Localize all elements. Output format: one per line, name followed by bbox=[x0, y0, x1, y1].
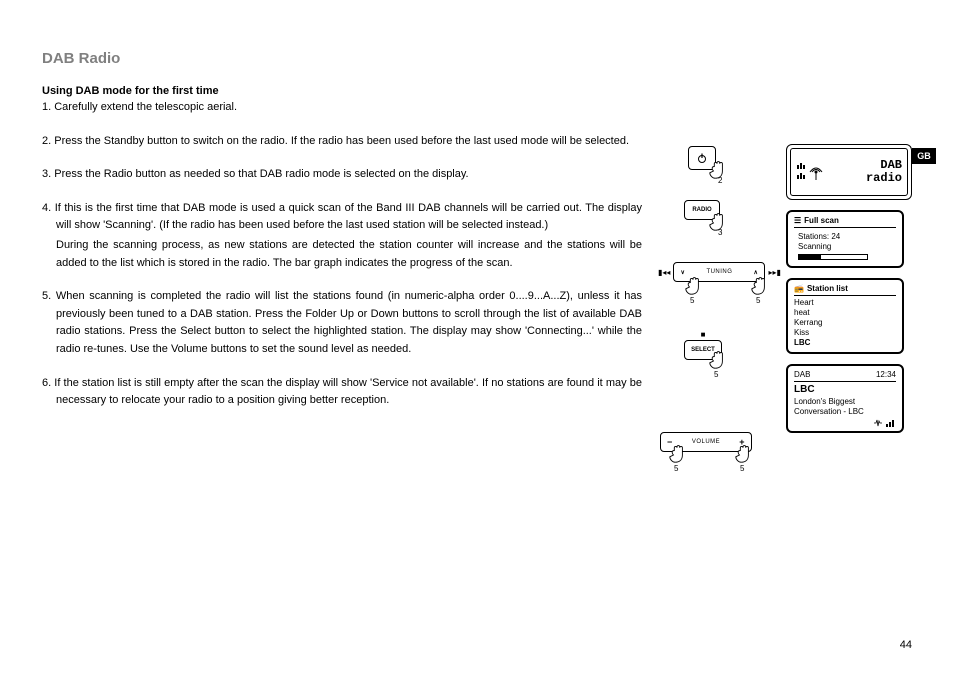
step-number: 5 bbox=[714, 370, 718, 379]
screen-nowplaying: DAB 12:34 LBC London's Biggest Conversat… bbox=[786, 364, 904, 433]
hand-icon bbox=[730, 442, 760, 472]
fullscan-scanning: Scanning bbox=[798, 242, 892, 252]
screen-fullscan: ☰Full scan Stations: 24 Scanning bbox=[786, 210, 904, 268]
fullscan-title: Full scan bbox=[804, 216, 839, 226]
screens-column: DAB radio ☰Full scan Stations: 24 Scanni… bbox=[786, 144, 912, 443]
figure-radio: RADIO 3 bbox=[684, 200, 720, 220]
nowplaying-time: 12:34 bbox=[876, 370, 896, 380]
step-number: 3 bbox=[718, 228, 722, 237]
rewind-icon: ▮◂◂ bbox=[658, 268, 670, 277]
menu-icon: ☰ bbox=[794, 216, 801, 226]
list-icon: 📻 bbox=[794, 284, 804, 294]
fullscan-stations: Stations: 24 bbox=[798, 232, 892, 242]
nowplaying-mode: DAB bbox=[794, 370, 810, 380]
step-number: 5 bbox=[756, 296, 760, 305]
step-number: 2 bbox=[718, 176, 722, 185]
figure-tuning: ▮◂◂ ∨ TUNING ∧ ▸▸▮ 5 5 bbox=[658, 262, 781, 282]
stop-icon: ■ bbox=[684, 330, 722, 339]
volume-label: VOLUME bbox=[692, 439, 720, 445]
nowplaying-desc1: London's Biggest bbox=[794, 397, 896, 407]
section-title: DAB Radio bbox=[42, 50, 912, 67]
page-root: DAB Radio Using DAB mode for the first t… bbox=[0, 0, 954, 673]
step-number: 5 bbox=[740, 464, 744, 473]
screen-dab-radio: DAB radio bbox=[786, 144, 912, 200]
paragraph-4a: 4. If this is the first time that DAB mo… bbox=[42, 200, 642, 235]
gb-badge: GB bbox=[912, 148, 936, 164]
paragraph-4b: During the scanning process, as new stat… bbox=[42, 237, 642, 272]
paragraph-3: 3. Press the Radio button as needed so t… bbox=[42, 166, 642, 184]
station-item: Heart bbox=[794, 298, 896, 308]
signal-animation-icon bbox=[796, 161, 830, 183]
nowplaying-desc2: Conversation - LBC bbox=[794, 407, 896, 417]
hand-icon bbox=[680, 274, 710, 304]
figure-select: ■ SELECT 5 bbox=[684, 330, 722, 360]
station-item-selected: LBC bbox=[794, 338, 896, 348]
page-number: 44 bbox=[900, 639, 912, 651]
station-item: Kerrang bbox=[794, 318, 896, 328]
screen-line2: radio bbox=[866, 172, 902, 185]
step-number: 5 bbox=[690, 296, 694, 305]
station-item: Kiss bbox=[794, 328, 896, 338]
paragraph-5: 5. When scanning is completed the radio … bbox=[42, 288, 642, 358]
hand-icon bbox=[664, 442, 694, 472]
hand-icon bbox=[746, 274, 776, 304]
nowplaying-station: LBC bbox=[794, 384, 896, 397]
paragraph-2: 2. Press the Standby button to switch on… bbox=[42, 133, 642, 151]
tuning-label: TUNING bbox=[706, 269, 732, 275]
hand-icon bbox=[704, 348, 734, 378]
step-number: 5 bbox=[674, 464, 678, 473]
text-column: Using DAB mode for the first time 1. Car… bbox=[42, 85, 642, 410]
station-item: heat bbox=[794, 308, 896, 318]
paragraph-1: 1. Carefully extend the telescopic aeria… bbox=[42, 99, 642, 117]
signal-icons bbox=[794, 419, 896, 427]
sub-title: Using DAB mode for the first time bbox=[42, 85, 642, 97]
figure-standby: 2 bbox=[688, 146, 716, 170]
figure-volume: − VOLUME + 5 5 bbox=[660, 432, 752, 452]
progress-bar bbox=[798, 254, 868, 260]
screen-stationlist: 📻Station list Heart heat Kerrang Kiss LB… bbox=[786, 278, 904, 354]
stationlist-title: Station list bbox=[807, 284, 848, 294]
paragraph-6: 6. If the station list is still empty af… bbox=[42, 375, 642, 410]
